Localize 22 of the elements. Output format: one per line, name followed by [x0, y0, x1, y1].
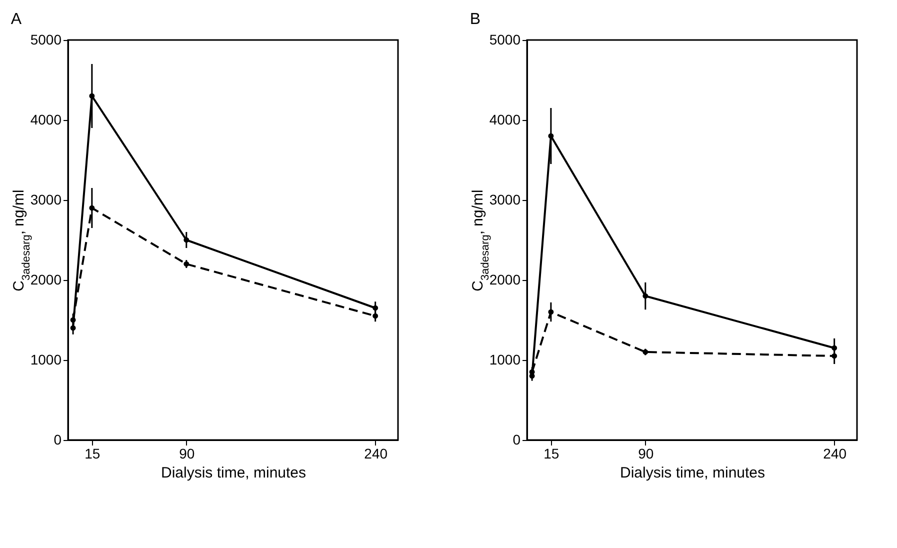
- y-tick-label: 3000: [489, 192, 521, 208]
- x-tick-label: 15: [544, 446, 560, 462]
- x-axis-title: Dialysis time, minutes: [160, 464, 306, 482]
- y-tick-label: 1000: [489, 352, 521, 368]
- x-tick-label: 90: [179, 446, 195, 462]
- chart-title: A: [10, 11, 22, 28]
- y-tick-label: 0: [512, 432, 521, 448]
- y-tick-label: 0: [54, 432, 62, 448]
- x-tick-label: 90: [638, 446, 654, 462]
- y-tick-label: 1000: [30, 352, 62, 368]
- x-tick-label: 240: [364, 446, 388, 462]
- y-tick-label: 4000: [489, 112, 521, 128]
- y-tick-label: 2000: [30, 272, 62, 288]
- x-tick-label: 15: [84, 446, 100, 462]
- y-tick-label: 4000: [30, 112, 62, 128]
- y-tick-label: 2000: [489, 272, 521, 288]
- x-tick-label: 240: [823, 446, 847, 462]
- y-tick-label: 5000: [30, 32, 62, 48]
- y-tick-label: 3000: [30, 192, 62, 208]
- x-axis-title: Dialysis time, minutes: [620, 464, 766, 482]
- chart-title: B: [470, 11, 481, 28]
- y-tick-label: 5000: [489, 32, 521, 48]
